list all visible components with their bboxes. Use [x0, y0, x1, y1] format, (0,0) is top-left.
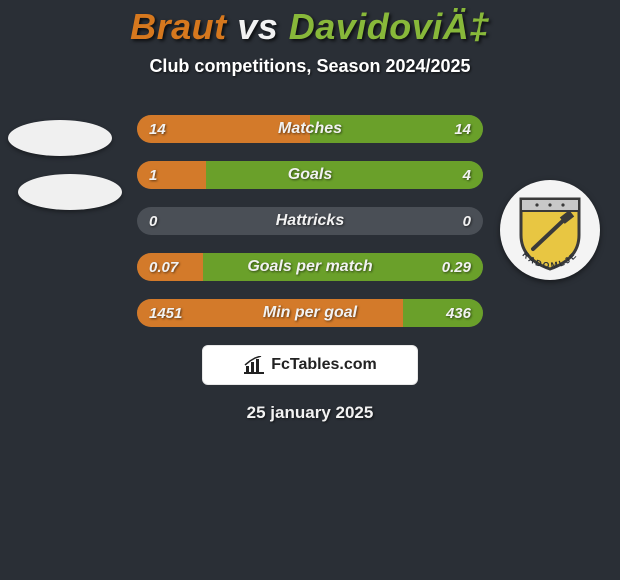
- stat-value-right: 14: [454, 115, 471, 143]
- stat-row: 0 0Hattricks: [137, 207, 483, 235]
- stat-label: Hattricks: [137, 207, 483, 235]
- player1-name: Braut: [130, 6, 227, 47]
- stat-rows: 1414Matches14Goals00Hattricks0.070.29Goa…: [137, 115, 483, 327]
- player1-badge-ellipse-2: [18, 174, 122, 210]
- stat-value-right: 0.29: [442, 253, 471, 281]
- stat-row: 1451436Min per goal: [137, 299, 483, 327]
- stat-value-left: 0.07: [149, 253, 178, 281]
- stat-value-right: 0: [463, 207, 471, 235]
- stat-row: 1414Matches: [137, 115, 483, 143]
- stat-value-left: 14: [149, 115, 166, 143]
- stat-fill-left: [137, 161, 206, 189]
- stat-value-left: 1451: [149, 299, 182, 327]
- stat-value-right: 436: [446, 299, 471, 327]
- stat-value-right: 4: [463, 161, 471, 189]
- player1-badge-ellipse-1: [8, 120, 112, 156]
- subtitle: Club competitions, Season 2024/2025: [0, 56, 620, 77]
- stat-row: 0.070.29Goals per match: [137, 253, 483, 281]
- date-text: 25 january 2025: [0, 403, 620, 423]
- stat-value-left: 1: [149, 161, 157, 189]
- bar-chart-icon: [243, 356, 265, 374]
- attribution-badge: FcTables.com: [202, 345, 418, 385]
- stat-row: 14Goals: [137, 161, 483, 189]
- stat-fill-right: [206, 161, 483, 189]
- player2-club-badge: RADOMLJE: [500, 180, 600, 280]
- comparison-title: Braut vs DavidoviÄ‡: [0, 6, 620, 48]
- club-shield-icon: RADOMLJE: [509, 189, 591, 271]
- stat-value-left: 0: [149, 207, 157, 235]
- title-vs: vs: [237, 6, 278, 47]
- stat-fill-right: [403, 299, 483, 327]
- attribution-text: FcTables.com: [271, 356, 377, 374]
- player2-name: DavidoviÄ‡: [289, 6, 490, 47]
